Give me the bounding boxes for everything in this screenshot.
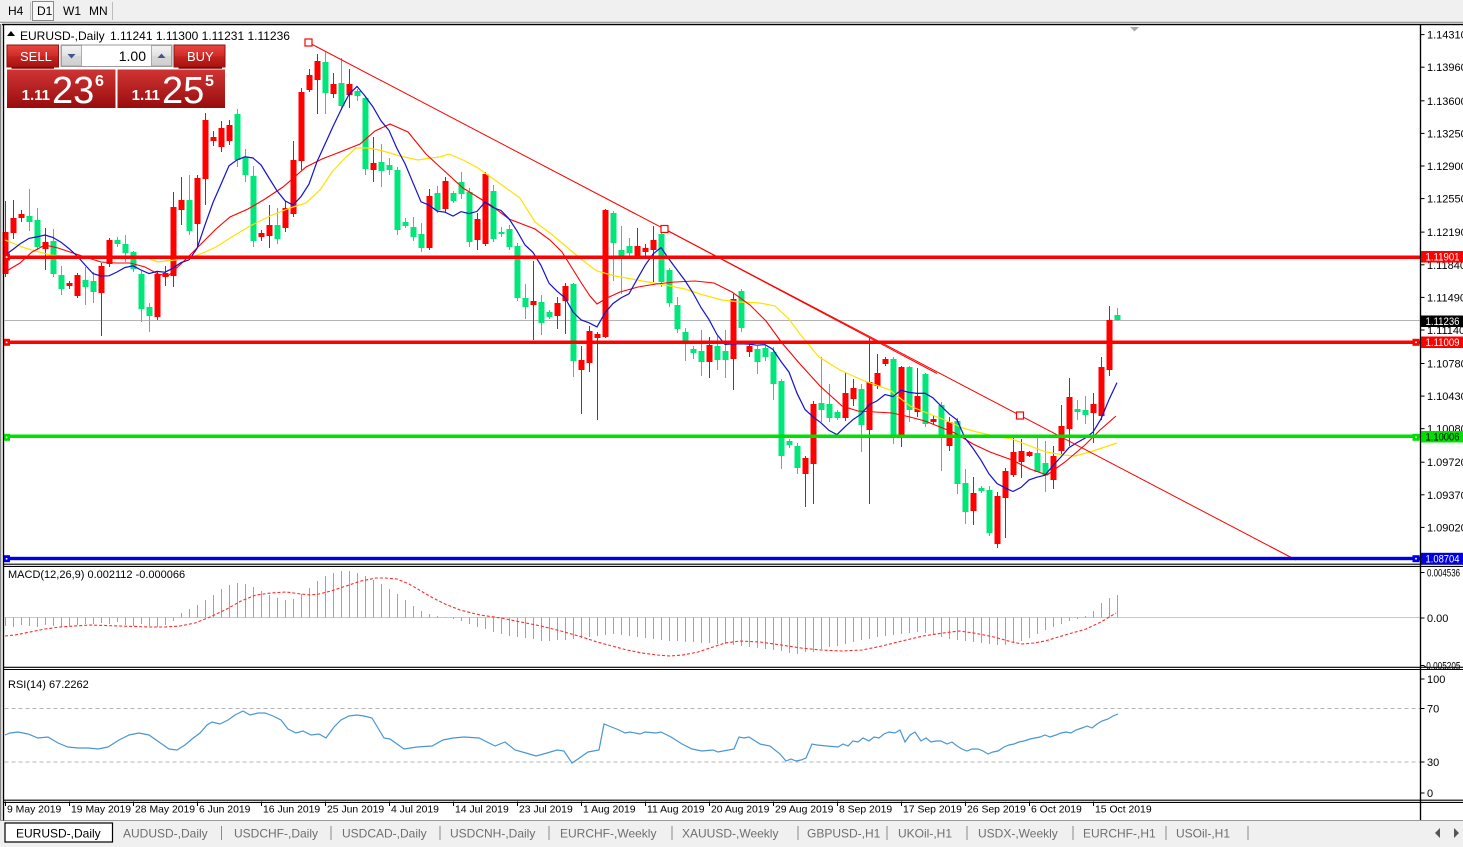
svg-text:1.11241 1.11300 1.11231 1.1123: 1.11241 1.11300 1.11231 1.11236 xyxy=(110,29,290,43)
svg-text:0.004536: 0.004536 xyxy=(1427,568,1460,580)
svg-text:EURCHF-,H1: EURCHF-,H1 xyxy=(1083,827,1156,841)
svg-text:30: 30 xyxy=(1427,757,1439,769)
svg-text:EURUSD-,Daily: EURUSD-,Daily xyxy=(16,827,101,841)
svg-text:1.08704: 1.08704 xyxy=(1426,553,1460,565)
svg-text:23: 23 xyxy=(52,70,94,112)
svg-text:6 Oct 2019: 6 Oct 2019 xyxy=(1031,805,1082,816)
svg-text:1.12900: 1.12900 xyxy=(1427,161,1463,173)
svg-text:1.11140: 1.11140 xyxy=(1427,325,1463,337)
svg-text:D1: D1 xyxy=(37,4,53,18)
svg-text:1.11490: 1.11490 xyxy=(1427,292,1463,304)
svg-text:100: 100 xyxy=(1427,674,1445,686)
svg-text:1.11009: 1.11009 xyxy=(1426,337,1460,349)
svg-text:1.13250: 1.13250 xyxy=(1427,128,1463,140)
svg-text:H4: H4 xyxy=(8,4,24,18)
svg-text:EURUSD-,Daily: EURUSD-,Daily xyxy=(20,29,105,43)
svg-text:23 Jul 2019: 23 Jul 2019 xyxy=(519,805,573,816)
svg-text:MN: MN xyxy=(89,4,108,18)
svg-text:EURCHF-,Weekly: EURCHF-,Weekly xyxy=(560,827,656,841)
svg-text:9 May 2019: 9 May 2019 xyxy=(7,805,62,816)
svg-text:70: 70 xyxy=(1427,704,1439,716)
svg-text:1.11236: 1.11236 xyxy=(1426,316,1460,328)
svg-text:19 May 2019: 19 May 2019 xyxy=(71,805,131,816)
svg-text:1.09720: 1.09720 xyxy=(1427,457,1463,469)
svg-text:5: 5 xyxy=(205,73,214,90)
svg-text:1.10006: 1.10006 xyxy=(1426,432,1460,444)
svg-text:-0.005205: -0.005205 xyxy=(1424,661,1461,673)
svg-text:SELL: SELL xyxy=(20,49,52,64)
svg-text:RSI(14) 67.2262: RSI(14) 67.2262 xyxy=(8,679,89,691)
svg-text:USDX-,Weekly: USDX-,Weekly xyxy=(978,827,1058,841)
svg-text:GBPUSD-,H1: GBPUSD-,H1 xyxy=(807,827,881,841)
svg-text:1.11901: 1.11901 xyxy=(1426,252,1460,264)
svg-text:USDCAD-,Daily: USDCAD-,Daily xyxy=(342,827,427,841)
svg-text:1.12190: 1.12190 xyxy=(1427,227,1463,239)
svg-text:25: 25 xyxy=(162,70,204,112)
svg-text:6: 6 xyxy=(95,73,104,90)
svg-text:W1: W1 xyxy=(63,4,81,18)
svg-text:4 Jul 2019: 4 Jul 2019 xyxy=(391,805,439,816)
svg-text:1.12550: 1.12550 xyxy=(1427,194,1463,206)
svg-text:1.09020: 1.09020 xyxy=(1427,522,1463,534)
svg-text:8 Sep 2019: 8 Sep 2019 xyxy=(839,805,892,816)
svg-text:16 Jun 2019: 16 Jun 2019 xyxy=(263,805,320,816)
svg-text:1.11: 1.11 xyxy=(22,87,50,104)
svg-text:1.13600: 1.13600 xyxy=(1427,96,1463,108)
svg-text:UKOil-,H1: UKOil-,H1 xyxy=(898,827,952,841)
svg-text:6 Jun 2019: 6 Jun 2019 xyxy=(199,805,251,816)
svg-text:1 Aug 2019: 1 Aug 2019 xyxy=(583,805,636,816)
svg-text:20 Aug 2019: 20 Aug 2019 xyxy=(711,805,770,816)
svg-text:26 Sep 2019: 26 Sep 2019 xyxy=(967,805,1026,816)
svg-text:1.10430: 1.10430 xyxy=(1427,391,1463,403)
svg-text:1.09370: 1.09370 xyxy=(1427,490,1463,502)
svg-text:1.13960: 1.13960 xyxy=(1427,62,1463,74)
svg-text:25 Jun 2019: 25 Jun 2019 xyxy=(327,805,384,816)
svg-text:11 Aug 2019: 11 Aug 2019 xyxy=(647,805,705,816)
svg-text:AUDUSD-,Daily: AUDUSD-,Daily xyxy=(123,827,208,841)
svg-text:15 Oct 2019: 15 Oct 2019 xyxy=(1095,805,1152,816)
svg-text:1.00: 1.00 xyxy=(119,48,146,64)
svg-text:29 Aug 2019: 29 Aug 2019 xyxy=(775,805,834,816)
svg-text:USOil-,H1: USOil-,H1 xyxy=(1176,827,1230,841)
svg-text:1.11: 1.11 xyxy=(132,87,160,104)
svg-text:MACD(12,26,9) 0.002112 -0.0000: MACD(12,26,9) 0.002112 -0.000066 xyxy=(8,569,185,581)
svg-text:1.10780: 1.10780 xyxy=(1427,359,1463,371)
svg-text:XAUUSD-,Weekly: XAUUSD-,Weekly xyxy=(682,827,778,841)
svg-text:USDCNH-,Daily: USDCNH-,Daily xyxy=(450,827,535,841)
svg-text:BUY: BUY xyxy=(187,49,214,64)
svg-text:1.11840: 1.11840 xyxy=(1427,260,1463,272)
svg-text:0.00: 0.00 xyxy=(1427,613,1448,625)
svg-text:0: 0 xyxy=(1427,788,1433,800)
svg-text:1.14310: 1.14310 xyxy=(1427,30,1463,42)
svg-text:17 Sep 2019: 17 Sep 2019 xyxy=(903,805,962,816)
svg-text:28 May 2019: 28 May 2019 xyxy=(135,805,195,816)
svg-text:USDCHF-,Daily: USDCHF-,Daily xyxy=(234,827,318,841)
svg-text:14 Jul 2019: 14 Jul 2019 xyxy=(455,805,509,816)
